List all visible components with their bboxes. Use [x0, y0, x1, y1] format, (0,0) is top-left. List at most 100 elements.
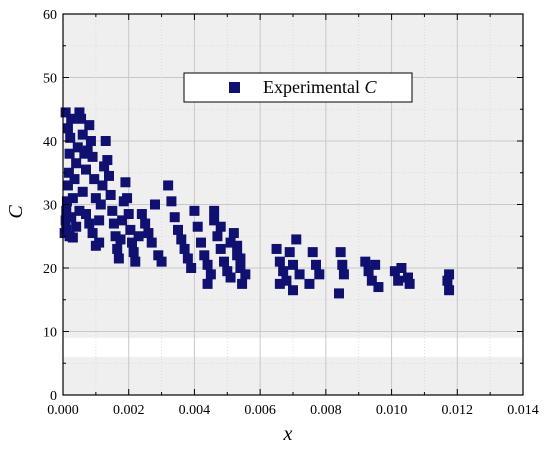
- data-point: [94, 215, 105, 226]
- data-point: [291, 234, 302, 245]
- data-point: [87, 228, 98, 239]
- data-point: [182, 253, 193, 264]
- data-point: [105, 189, 116, 200]
- data-point: [176, 234, 187, 245]
- data-point: [71, 221, 82, 232]
- legend-marker: [229, 82, 240, 93]
- y-tick-label: 20: [43, 262, 57, 277]
- data-point: [100, 136, 111, 146]
- x-tick-label: 0.006: [244, 403, 276, 418]
- data-point: [89, 174, 100, 185]
- data-point: [404, 278, 415, 289]
- data-point: [87, 151, 98, 162]
- legend-label-text: Experimental: [263, 77, 364, 97]
- data-point: [107, 205, 118, 216]
- data-point: [67, 232, 78, 243]
- data-point: [125, 224, 136, 235]
- data-point: [232, 240, 243, 251]
- data-point: [130, 256, 141, 267]
- data-point: [136, 209, 147, 220]
- x-tick-label: 0.008: [310, 403, 342, 418]
- data-point: [169, 212, 180, 223]
- data-point: [337, 259, 348, 270]
- data-point: [84, 218, 95, 229]
- data-point: [225, 272, 236, 283]
- data-point: [60, 107, 71, 118]
- data-point: [196, 237, 206, 248]
- tick-labels: 0.000 0.002 0.004 0.006 0.008 0.010 0.012 0.014…: [43, 8, 539, 418]
- data-point: [215, 221, 226, 232]
- data-point: [64, 148, 75, 159]
- data-point: [209, 205, 220, 216]
- data-point: [90, 193, 101, 204]
- data-point: [66, 113, 77, 124]
- data-point: [288, 285, 298, 296]
- data-point: [150, 199, 160, 210]
- data-point: [140, 218, 151, 229]
- data-point: [288, 259, 298, 270]
- data-point: [396, 263, 407, 273]
- x-tick-label: 0.014: [507, 403, 539, 418]
- data-point: [274, 278, 285, 289]
- data-point: [85, 136, 96, 146]
- data-point: [389, 266, 400, 277]
- data-point: [370, 259, 381, 270]
- legend: Experimental C: [183, 72, 413, 103]
- data-point: [113, 253, 124, 264]
- data-point: [117, 215, 128, 226]
- data-point: [77, 186, 88, 197]
- data-point: [95, 199, 106, 210]
- data-point: [189, 205, 200, 216]
- data-point: [219, 256, 229, 267]
- y-tick-label: 0: [50, 389, 57, 404]
- data-point: [61, 224, 72, 235]
- data-point: [74, 107, 85, 118]
- legend-label: Experimental C: [263, 77, 377, 97]
- data-point: [115, 234, 126, 245]
- data-point: [146, 237, 157, 248]
- data-point: [120, 177, 131, 188]
- data-point: [62, 123, 73, 134]
- data-point: [311, 259, 321, 270]
- data-point: [166, 196, 177, 207]
- data-point: [97, 180, 108, 191]
- data-point: [112, 243, 123, 254]
- data-point: [304, 278, 315, 289]
- data-point: [363, 266, 374, 277]
- data-point: [199, 250, 210, 261]
- data-point: [123, 209, 134, 220]
- data-point: [202, 278, 213, 289]
- y-tick-label: 50: [43, 72, 57, 87]
- data-point: [403, 272, 413, 283]
- data-point: [215, 243, 226, 254]
- data-point: [274, 256, 285, 267]
- data-point: [335, 247, 346, 258]
- data-point: [307, 247, 318, 258]
- data-point: [84, 120, 95, 131]
- data-point: [65, 132, 76, 143]
- data-point: [133, 231, 144, 242]
- x-tick-label: 0.010: [376, 403, 408, 418]
- y-tick-label: 30: [43, 199, 57, 214]
- data-point: [127, 237, 137, 248]
- data-point: [294, 269, 305, 280]
- data-point: [99, 161, 110, 172]
- data-point: [360, 256, 371, 267]
- data-point: [67, 193, 78, 204]
- data-point: [82, 145, 93, 156]
- data-point: [77, 129, 88, 140]
- data-point: [334, 288, 344, 299]
- data-point: [72, 142, 83, 153]
- data-point: [173, 224, 183, 235]
- data-point: [209, 215, 220, 226]
- data-point: [444, 269, 455, 280]
- data-point: [284, 247, 295, 258]
- data-point: [71, 158, 82, 169]
- x-axis-label: x: [283, 423, 293, 445]
- x-tick-label: 0.000: [47, 403, 79, 418]
- data-point: [192, 221, 203, 232]
- data-point: [366, 275, 377, 286]
- data-point: [222, 266, 233, 277]
